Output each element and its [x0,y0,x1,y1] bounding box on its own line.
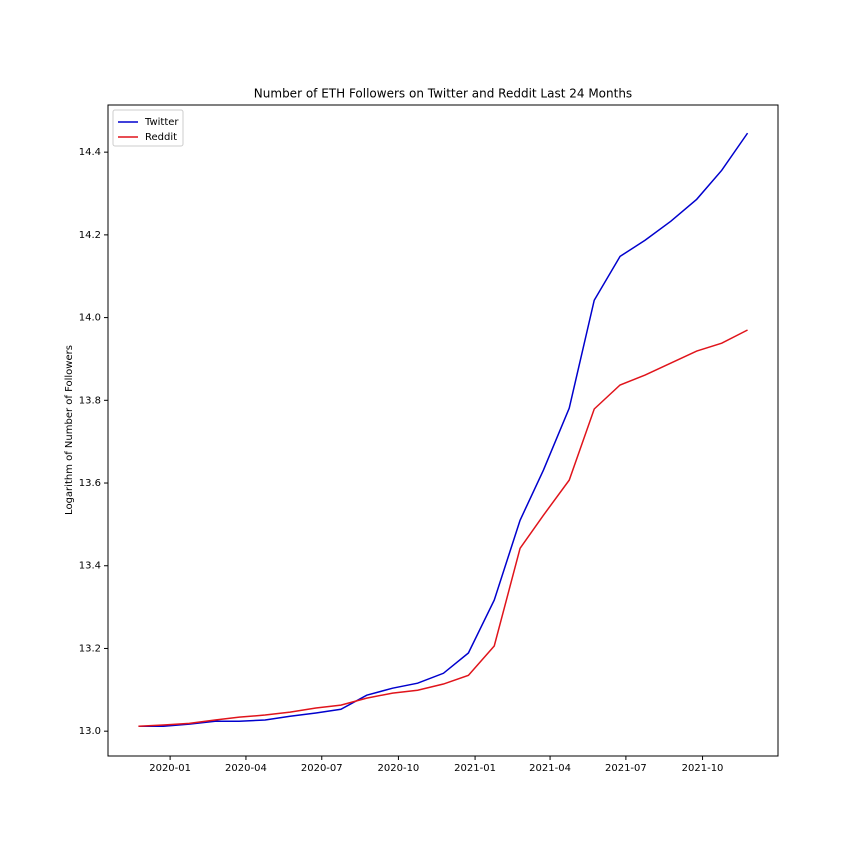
x-tick-label: 2021-01 [454,763,496,774]
x-tick-label: 2020-07 [301,763,343,774]
y-tick-label: 14.2 [79,230,101,241]
x-tick-label: 2021-04 [529,763,571,774]
x-tick-label: 2020-01 [149,763,191,774]
y-axis-label: Logarithm of Number of Followers [64,345,75,515]
y-tick-label: 13.4 [79,561,101,572]
x-tick-label: 2021-07 [605,763,647,774]
x-tick-label: 2020-04 [225,763,267,774]
legend-label: Reddit [145,132,177,143]
y-tick-label: 13.2 [79,643,101,654]
y-tick-label: 14.4 [79,147,101,158]
y-tick-label: 13.8 [79,395,101,406]
y-tick-label: 14.0 [79,313,101,324]
x-tick-label: 2021-10 [682,763,724,774]
line-series [138,132,749,727]
plot-frame [107,104,779,757]
legend-label: Twitter [144,117,179,128]
line-series [138,329,748,727]
y-tick-label: 13.0 [79,726,101,737]
x-tick-label: 2020-10 [378,763,420,774]
y-tick-label: 13.6 [79,478,101,489]
chart-title: Number of ETH Followers on Twitter and R… [254,87,632,101]
